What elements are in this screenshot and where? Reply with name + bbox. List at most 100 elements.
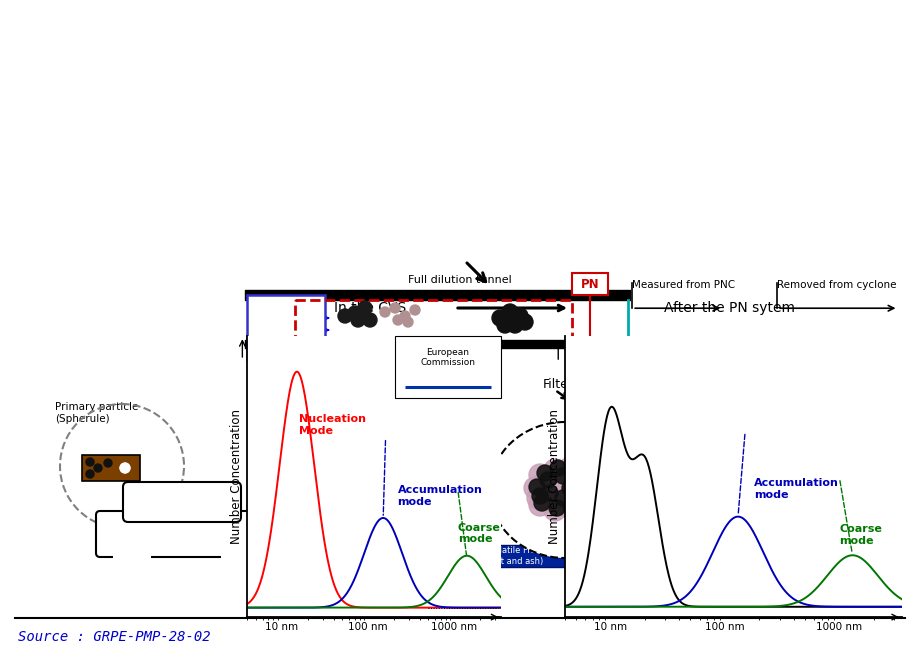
Circle shape [120, 463, 130, 473]
Circle shape [579, 481, 601, 503]
Circle shape [532, 488, 548, 504]
FancyBboxPatch shape [394, 336, 501, 398]
Circle shape [576, 493, 592, 509]
Circle shape [104, 459, 112, 467]
Circle shape [400, 311, 410, 321]
Circle shape [311, 505, 321, 515]
Circle shape [363, 313, 377, 327]
Circle shape [492, 310, 508, 326]
Bar [247, 295, 325, 360]
Circle shape [550, 460, 566, 476]
Ellipse shape [490, 422, 640, 558]
Circle shape [94, 464, 102, 472]
Circle shape [559, 497, 581, 519]
Circle shape [567, 473, 589, 495]
Text: Full dilution tunnel: Full dilution tunnel [408, 275, 512, 285]
Text: Accumulation
mode: Accumulation mode [398, 485, 483, 507]
Circle shape [562, 480, 578, 496]
Circle shape [120, 463, 130, 473]
Text: Nuclei: Nuclei [435, 368, 468, 378]
Circle shape [311, 481, 321, 491]
Circle shape [303, 463, 313, 473]
Text: Agglomerate
(soot): Agglomerate (soot) [352, 372, 419, 394]
FancyBboxPatch shape [572, 394, 608, 416]
Bar [82, 455, 140, 481]
Circle shape [507, 317, 523, 333]
Text: After the PN sytem: After the PN sytem [665, 301, 796, 315]
Circle shape [544, 499, 566, 521]
Circle shape [534, 471, 556, 493]
Circle shape [559, 457, 581, 479]
Circle shape [555, 490, 571, 506]
Circle shape [569, 488, 585, 504]
Circle shape [587, 469, 609, 491]
Text: Source : GRPE-PMP-28-02: Source : GRPE-PMP-28-02 [18, 630, 210, 644]
Circle shape [358, 301, 372, 315]
Circle shape [529, 464, 551, 486]
Circle shape [311, 493, 321, 503]
Circle shape [348, 306, 362, 320]
Bar [568, 553, 723, 571]
Circle shape [114, 539, 150, 575]
Circle shape [403, 317, 413, 327]
Text: Removed from cyclone: Removed from cyclone [777, 280, 896, 290]
Circle shape [564, 458, 580, 474]
Text: Coarse
mode: Coarse mode [840, 524, 882, 546]
Circle shape [583, 482, 599, 498]
Circle shape [512, 308, 528, 324]
FancyBboxPatch shape [123, 482, 241, 522]
Circle shape [551, 467, 573, 489]
Circle shape [86, 458, 94, 466]
Circle shape [311, 469, 321, 479]
Circle shape [591, 470, 607, 486]
Text: Accumulation
mode: Accumulation mode [754, 478, 839, 500]
Circle shape [410, 305, 420, 315]
Circle shape [534, 495, 550, 511]
Circle shape [497, 317, 513, 333]
Circle shape [564, 487, 586, 509]
Circle shape [555, 468, 571, 484]
Circle shape [303, 511, 313, 521]
Circle shape [549, 489, 571, 511]
Text: Agglomerate: Agglomerate [345, 483, 417, 493]
Text: Volatile Fraction
(Organics, sulfates, nitrates): Volatile Fraction (Organics, sulfates, n… [588, 552, 702, 571]
Circle shape [540, 472, 556, 488]
Text: Non-Volatile Fraction
(Soot and ash): Non-Volatile Fraction (Soot and ash) [470, 547, 557, 565]
Circle shape [303, 487, 313, 497]
Circle shape [578, 462, 594, 478]
Text: Nucleation
Mode: Nucleation Mode [299, 414, 366, 436]
Text: PN: PN [581, 278, 599, 291]
Circle shape [557, 479, 579, 501]
Circle shape [380, 307, 390, 317]
Circle shape [544, 459, 566, 481]
Circle shape [527, 487, 549, 509]
Circle shape [390, 303, 400, 313]
Text: Primary particle
(Spherule): Primary particle (Spherule) [55, 402, 138, 424]
Circle shape [581, 477, 603, 499]
Circle shape [303, 499, 313, 509]
Bar [295, 300, 572, 465]
Circle shape [587, 478, 603, 494]
Text: Dilution air
conditioning: Dilution air conditioning [251, 317, 320, 339]
Circle shape [537, 484, 559, 506]
Circle shape [502, 304, 518, 320]
Bar [458, 545, 568, 567]
Text: Filter: Filter [543, 379, 574, 392]
Circle shape [393, 315, 403, 325]
Circle shape [572, 474, 588, 490]
Circle shape [222, 539, 258, 575]
Circle shape [86, 470, 94, 478]
Circle shape [529, 479, 545, 495]
Circle shape [563, 498, 579, 514]
Text: Coarse
mode: Coarse mode [458, 522, 500, 545]
Circle shape [572, 492, 594, 514]
Text: Condensed
material: Condensed material [432, 382, 490, 404]
Circle shape [351, 313, 365, 327]
Text: Measured from PNC: Measured from PNC [632, 280, 736, 290]
FancyBboxPatch shape [96, 511, 279, 557]
Circle shape [529, 494, 551, 516]
Circle shape [524, 477, 546, 499]
Circle shape [517, 314, 533, 330]
Y-axis label: Number Concentration: Number Concentration [547, 409, 560, 544]
Y-axis label: Number Concentration: Number Concentration [230, 409, 243, 544]
